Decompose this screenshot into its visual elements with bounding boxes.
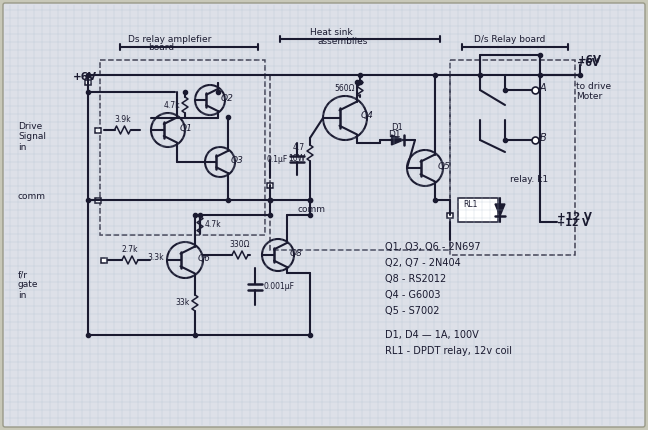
Text: 33k: 33k xyxy=(176,298,190,307)
Bar xyxy=(450,60,575,255)
Text: 4.7k: 4.7k xyxy=(163,101,180,110)
Bar xyxy=(270,75,450,250)
Text: Q5: Q5 xyxy=(437,162,450,171)
Text: 4.7
10W: 4.7 10W xyxy=(288,143,305,163)
Text: Q2: Q2 xyxy=(220,94,233,103)
Text: Q8 - RS2012: Q8 - RS2012 xyxy=(385,274,446,284)
Text: Q2, Q7 - 2N404: Q2, Q7 - 2N404 xyxy=(385,258,461,268)
Text: 0.1μF: 0.1μF xyxy=(267,154,288,163)
Text: 560Ω: 560Ω xyxy=(334,84,355,93)
Text: D/s Relay board: D/s Relay board xyxy=(474,35,546,44)
Text: 2.7k: 2.7k xyxy=(122,245,138,254)
Text: Q1, Q3, Q6 - 2N697: Q1, Q3, Q6 - 2N697 xyxy=(385,242,481,252)
Text: comm: comm xyxy=(298,205,326,214)
Polygon shape xyxy=(495,204,505,216)
Text: Q8: Q8 xyxy=(289,249,302,258)
Text: Q3: Q3 xyxy=(231,156,244,165)
Text: Q6: Q6 xyxy=(198,254,211,263)
Text: A: A xyxy=(540,83,547,93)
Text: Q1: Q1 xyxy=(180,124,192,133)
Text: relay. k1: relay. k1 xyxy=(510,175,548,184)
Bar xyxy=(95,128,101,132)
Text: f/r
gate
in: f/r gate in xyxy=(18,270,38,300)
Bar xyxy=(447,212,453,218)
FancyBboxPatch shape xyxy=(3,3,645,427)
Text: +6V: +6V xyxy=(73,72,97,82)
Text: comm: comm xyxy=(18,192,46,201)
Text: +12 V: +12 V xyxy=(557,212,592,222)
Text: B: B xyxy=(540,133,547,143)
Text: D1: D1 xyxy=(391,123,403,132)
Text: 3.3k: 3.3k xyxy=(147,253,164,262)
Text: Drive
Signal
in: Drive Signal in xyxy=(18,122,46,152)
Text: +6V: +6V xyxy=(578,55,602,65)
Bar xyxy=(85,80,91,85)
Text: 4.7k: 4.7k xyxy=(205,220,222,229)
Bar xyxy=(100,60,265,235)
Text: +6V: +6V xyxy=(577,58,599,68)
Text: board: board xyxy=(148,43,174,52)
Text: Q4 - G6003: Q4 - G6003 xyxy=(385,290,441,300)
Text: 330Ω: 330Ω xyxy=(230,240,250,249)
Text: assemblies: assemblies xyxy=(318,37,368,46)
Polygon shape xyxy=(391,135,404,145)
Text: to drive
Moter: to drive Moter xyxy=(576,82,611,101)
Bar xyxy=(267,182,273,187)
Text: 0.001μF: 0.001μF xyxy=(264,282,295,291)
Bar xyxy=(95,197,101,203)
Text: D1, D4 — 1A, 100V: D1, D4 — 1A, 100V xyxy=(385,330,479,340)
Text: Ds relay amplefier: Ds relay amplefier xyxy=(128,35,211,44)
Bar xyxy=(458,198,498,222)
Text: +12 V: +12 V xyxy=(557,218,590,228)
Text: RL1: RL1 xyxy=(463,200,478,209)
Text: Q4: Q4 xyxy=(360,111,373,120)
Text: 3.9k: 3.9k xyxy=(114,115,131,124)
Text: Q5 - S7002: Q5 - S7002 xyxy=(385,306,439,316)
Text: Heat sink: Heat sink xyxy=(310,28,353,37)
Text: RL1 - DPDT relay, 12v coil: RL1 - DPDT relay, 12v coil xyxy=(385,346,512,356)
Text: D1: D1 xyxy=(388,130,400,139)
Bar xyxy=(101,258,107,262)
